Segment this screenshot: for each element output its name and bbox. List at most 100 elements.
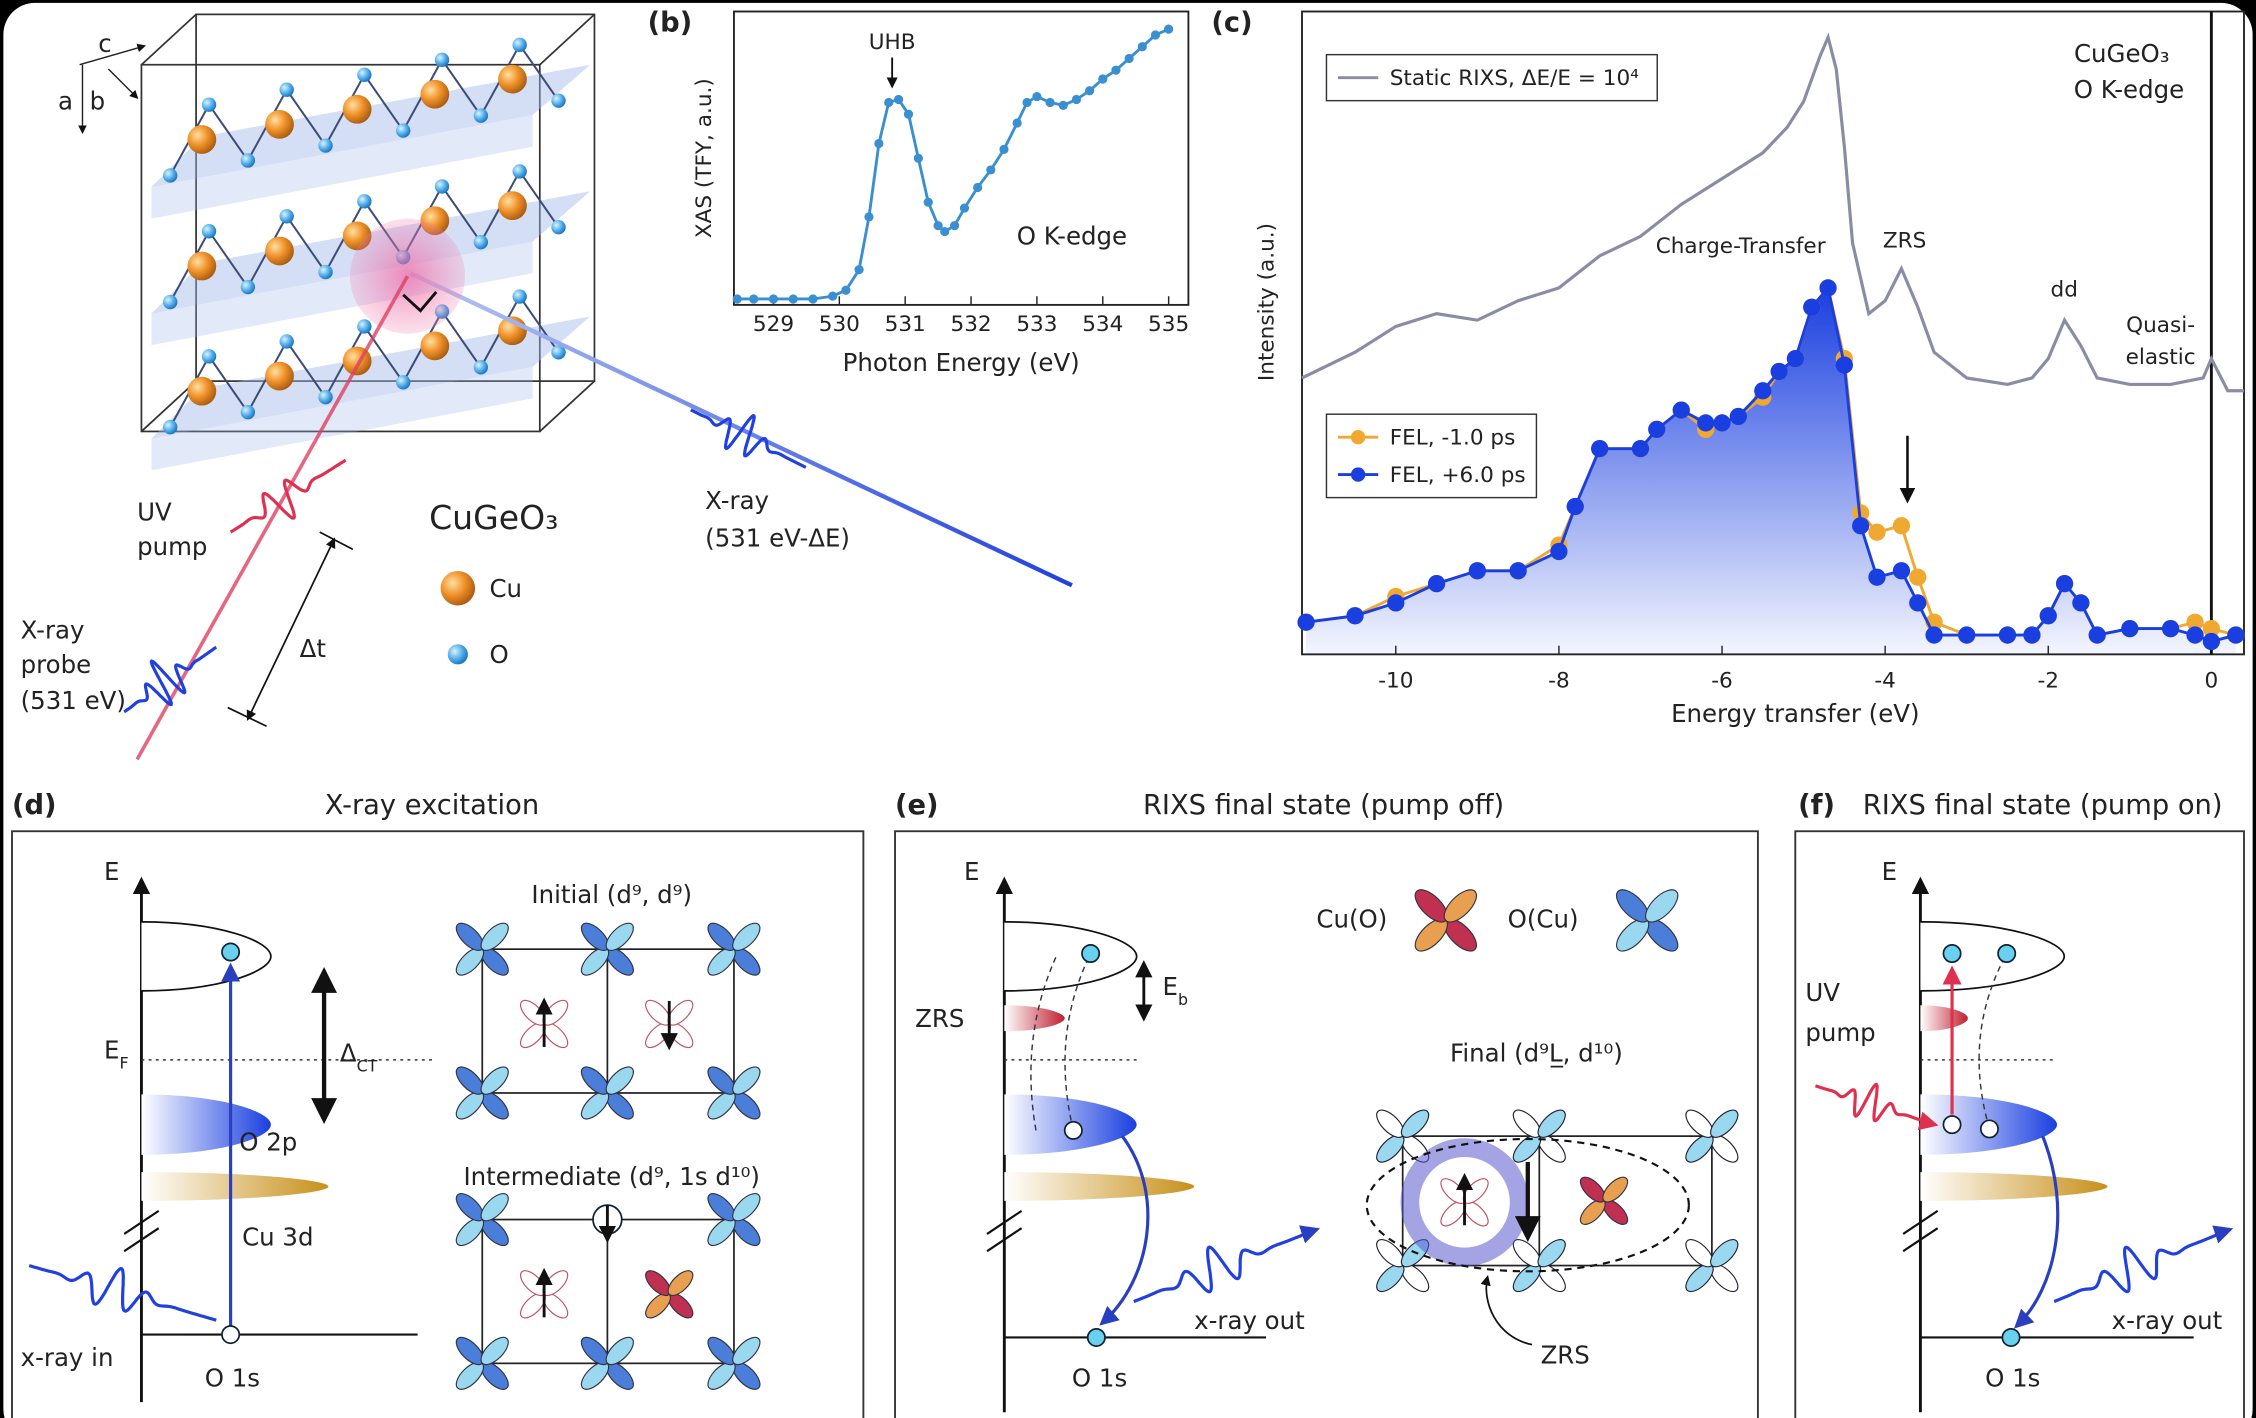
axis-label-c: c xyxy=(98,29,111,58)
xray-out-label: x-ray out xyxy=(1194,1306,1305,1335)
panel-label: (e) xyxy=(895,790,939,821)
x-tick-label: -8 xyxy=(1548,668,1570,693)
data-point xyxy=(1697,414,1714,431)
x-tick-label: -10 xyxy=(1378,668,1413,693)
x-tick-label: 533 xyxy=(1016,312,1057,337)
oxygen-atom xyxy=(357,68,371,82)
data-point xyxy=(769,294,778,303)
axis-label-a: a xyxy=(58,86,73,115)
data-point xyxy=(1925,626,1942,643)
oxygen-atom xyxy=(280,83,294,97)
oxygen-atom xyxy=(396,375,410,389)
oxygen-atom xyxy=(551,93,565,107)
data-point xyxy=(2121,620,2138,637)
figure: 529530531532533534535-10-8-6-4-20Static … xyxy=(0,0,2256,1418)
copper-atom xyxy=(265,110,294,139)
annotation-ct: Charge-Transfer xyxy=(1656,234,1826,259)
material-label: CuGeO₃ xyxy=(429,498,558,537)
oxygen-atom xyxy=(241,405,255,419)
x-tick-label: 531 xyxy=(885,312,926,337)
data-point xyxy=(1138,42,1147,51)
electron xyxy=(1943,1116,1960,1133)
data-point xyxy=(2162,620,2179,637)
oxygen-atom xyxy=(357,319,371,333)
data-point xyxy=(1591,440,1608,457)
oxygen-atom xyxy=(474,360,488,374)
uv-pump-label: pump xyxy=(1805,1018,1875,1047)
data-point xyxy=(1510,562,1527,579)
data-point xyxy=(1072,95,1081,104)
final-label: Final (d⁹L̲, d¹⁰) xyxy=(1450,1038,1623,1067)
oxygen-atom xyxy=(551,220,565,234)
data-point xyxy=(1022,98,1031,107)
oxygen-atom xyxy=(163,168,177,182)
data-point xyxy=(1013,118,1022,127)
oxygen-atom xyxy=(241,153,255,167)
x-axis-label: Photon Energy (eV) xyxy=(843,348,1080,377)
x-tick-label: 529 xyxy=(753,312,794,337)
electron xyxy=(1998,945,2015,962)
legend-o-atom xyxy=(448,644,468,664)
legend-label: FEL, -1.0 ps xyxy=(1390,425,1516,450)
oxygen-atom xyxy=(280,334,294,348)
panel-label: (b) xyxy=(648,8,693,39)
data-point xyxy=(1673,401,1690,418)
o2p-label: O 2p xyxy=(239,1128,297,1157)
annotation-quasi: Quasi- xyxy=(2126,313,2195,338)
energy-label: E xyxy=(1882,857,1897,886)
data-point xyxy=(999,145,1008,154)
annotation-edge: O K-edge xyxy=(2074,75,2184,104)
data-point xyxy=(1111,66,1120,75)
copper-atom xyxy=(343,95,372,124)
fermi-sub: F xyxy=(120,1053,129,1072)
o1s-label: O 1s xyxy=(1072,1363,1127,1392)
data-point xyxy=(1770,363,1787,380)
data-point xyxy=(960,203,969,212)
copper-atom xyxy=(265,362,294,391)
data-point xyxy=(828,291,837,300)
uv-pump-label: pump xyxy=(137,532,207,561)
oxygen-atom xyxy=(435,53,449,67)
data-point xyxy=(1387,594,1404,611)
data-point xyxy=(924,198,933,207)
annotation-uhb: UHB xyxy=(869,30,916,55)
data-point xyxy=(808,294,817,303)
data-point xyxy=(1893,517,1910,534)
oxygen-atom xyxy=(357,194,371,208)
panel-label: (c) xyxy=(1211,8,1252,39)
x-tick-label: -4 xyxy=(1874,668,1896,693)
legend-cu-atom xyxy=(441,571,476,606)
xray-out-label: (531 eV-ΔE) xyxy=(705,523,850,552)
data-point xyxy=(1032,92,1041,101)
annotation-zrs: ZRS xyxy=(1883,228,1926,253)
data-point xyxy=(841,286,850,295)
oxygen-atom xyxy=(512,164,526,178)
data-point xyxy=(1893,562,1910,579)
data-point xyxy=(1059,101,1068,110)
oxygen-atom xyxy=(318,390,332,404)
oxygen-atom xyxy=(280,209,294,223)
electron xyxy=(222,1326,239,1343)
data-point xyxy=(1297,614,1314,631)
data-point xyxy=(2040,607,2057,624)
data-point xyxy=(2056,575,2073,592)
data-point xyxy=(2072,594,2089,611)
delay-label: Δt xyxy=(300,634,326,663)
data-point xyxy=(854,265,863,274)
intermediate-label: Intermediate (d⁹, 1s d¹⁰) xyxy=(463,1162,760,1191)
electron xyxy=(1082,945,1099,962)
data-point xyxy=(1346,607,1363,624)
annotation-quasi: elastic xyxy=(2126,345,2196,370)
data-point xyxy=(1045,98,1054,107)
data-point xyxy=(1852,517,1869,534)
data-point xyxy=(2203,633,2220,650)
oxygen-atom xyxy=(474,235,488,249)
axis-label-b: b xyxy=(90,86,106,115)
oxygen-atom xyxy=(202,224,216,238)
data-point xyxy=(1648,421,1665,438)
data-point xyxy=(1909,569,1926,586)
legend-o: O xyxy=(489,640,508,669)
data-point xyxy=(1909,594,1926,611)
oxygen-atom xyxy=(318,138,332,152)
legend-label: FEL, +6.0 ps xyxy=(1390,463,1526,488)
